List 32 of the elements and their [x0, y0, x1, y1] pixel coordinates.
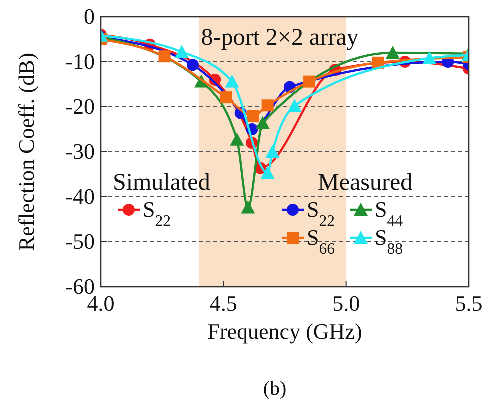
point [256, 116, 270, 130]
point [225, 74, 240, 88]
legend-label: S$_{22}$ [143, 197, 172, 230]
point [247, 110, 260, 122]
x-tick-label: 5.5 [455, 291, 483, 316]
y-tick-label: -10 [66, 49, 95, 74]
point [304, 76, 316, 88]
chart-title: 8-port 2×2 array [201, 25, 359, 51]
y-tick-label: -20 [66, 94, 95, 119]
x-axis-title: Frequency (GHz) [208, 319, 362, 344]
point [230, 132, 244, 146]
y-tick-label: 0 [84, 4, 95, 29]
point [158, 50, 171, 63]
point [422, 51, 437, 64]
x-tick-label: 4.5 [210, 291, 238, 316]
point [187, 59, 199, 72]
y-tick-label: -40 [66, 184, 95, 209]
point [241, 200, 256, 214]
y-axis-title: Reflection Coeff. (dB) [14, 52, 39, 252]
annotation: Simulated [113, 170, 210, 196]
point [288, 99, 302, 112]
point [174, 45, 189, 58]
x-tick-label: 5.0 [332, 291, 360, 316]
annotation: Measured [318, 170, 413, 196]
point [220, 92, 232, 104]
y-tick-label: -50 [66, 229, 95, 254]
text: (b) [263, 378, 287, 400]
y-tick-label: -30 [66, 139, 95, 164]
point [266, 145, 280, 158]
point [262, 100, 274, 112]
point [386, 46, 400, 59]
point [260, 166, 275, 180]
